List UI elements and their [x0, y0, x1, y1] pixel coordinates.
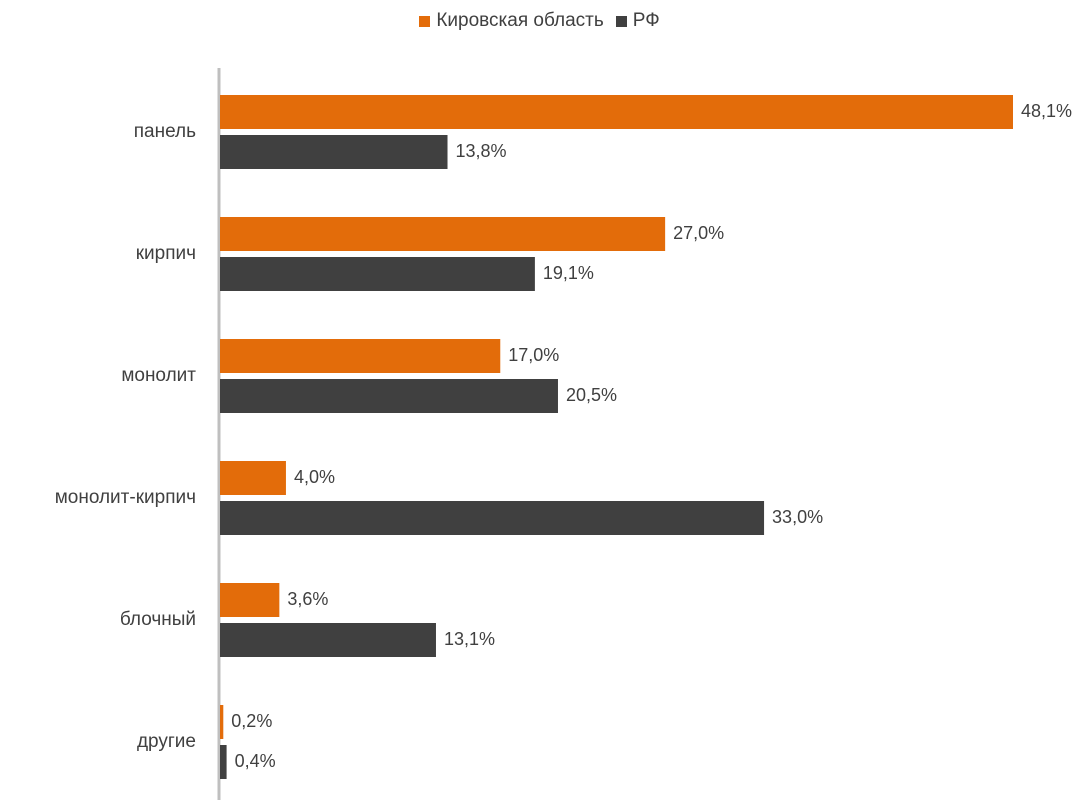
data-label-kirov-panel: 48,1% — [1021, 101, 1072, 121]
legend: Кировская область РФ — [0, 10, 1091, 32]
data-label-rf-panel: 13,8% — [456, 141, 507, 161]
bar-kirov-monolith-brick — [220, 461, 286, 495]
category-label-other: другие — [137, 731, 196, 752]
bar-kirov-other — [220, 705, 224, 739]
data-label-kirov-monolith-brick: 4,0% — [294, 467, 335, 487]
category-label-panel: панель — [134, 121, 196, 142]
legend-swatch-kirov — [419, 15, 431, 27]
bar-rf-other — [220, 745, 227, 779]
data-label-rf-monolith: 20,5% — [566, 385, 617, 405]
bar-kirov-block — [220, 583, 280, 617]
bar-rf-brick — [220, 257, 535, 291]
category-label-brick: кирпич — [136, 243, 196, 264]
bar-kirov-panel — [220, 95, 1013, 129]
data-label-kirov-monolith: 17,0% — [508, 345, 559, 365]
legend-item-rf: РФ — [615, 10, 660, 32]
category-label-block: блочный — [120, 609, 196, 630]
bar-rf-block — [220, 623, 436, 657]
data-label-kirov-brick: 27,0% — [673, 223, 724, 243]
bar-rf-monolith-brick — [220, 501, 765, 535]
data-label-kirov-other: 0,2% — [231, 711, 272, 731]
legend-label-rf: РФ — [632, 10, 660, 31]
data-label-rf-brick: 19,1% — [543, 263, 594, 283]
data-label-rf-monolith-brick: 33,0% — [772, 507, 823, 527]
data-label-rf-other: 0,4% — [235, 751, 276, 771]
legend-item-kirov: Кировская область — [419, 10, 604, 32]
category-label-monolith: монолит — [121, 365, 196, 386]
bar-rf-monolith — [220, 379, 558, 413]
bar-kirov-monolith — [220, 339, 501, 373]
data-label-rf-block: 13,1% — [444, 629, 495, 649]
bar-rf-panel — [220, 135, 448, 169]
data-label-kirov-block: 3,6% — [287, 589, 328, 609]
category-label-monolith-brick: монолит-кирпич — [55, 487, 196, 508]
legend-swatch-rf — [615, 15, 627, 27]
bar-kirov-brick — [220, 217, 666, 251]
legend-label-kirov: Кировская область — [436, 10, 604, 31]
